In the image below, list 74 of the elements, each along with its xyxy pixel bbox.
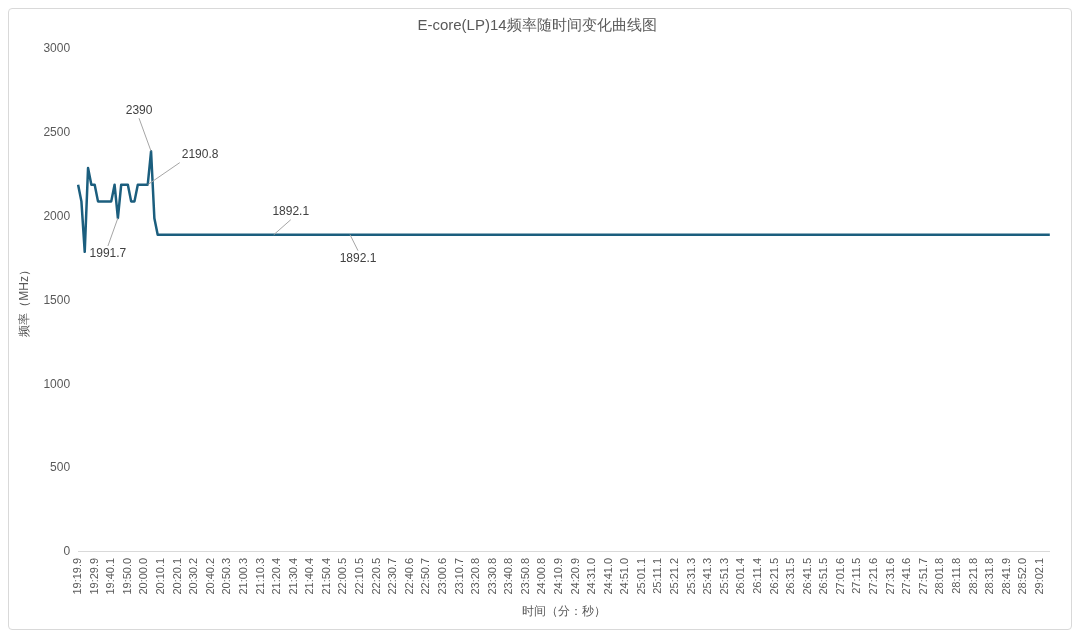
x-tick-label: 22:30.7	[386, 557, 399, 595]
x-tick-label: 21:00.3	[236, 557, 249, 595]
x-tick-label: 28:01.8	[933, 557, 946, 595]
x-tick-label: 27:21.6	[867, 557, 880, 595]
y-tick-label: 3000	[43, 41, 71, 56]
x-tick-label: 26:11.4	[750, 557, 763, 594]
x-tick-label: 20:20.1	[170, 557, 183, 595]
x-tick-label: 28:21.8	[966, 557, 979, 595]
x-tick-label: 20:50.3	[220, 557, 233, 595]
x-tick-label: 19:29.9	[87, 557, 100, 595]
y-tick-label: 2500	[43, 125, 71, 140]
x-axis-title: 时间（分：秒）	[521, 604, 606, 619]
x-tick-label: 23:30.8	[485, 557, 498, 595]
x-tick-label: 28:41.9	[999, 557, 1012, 595]
x-tick-label: 23:10.7	[452, 557, 465, 595]
data-label: 1991.7	[89, 246, 127, 261]
x-tick-label: 28:31.8	[983, 557, 996, 595]
x-tick-label: 24:10.9	[552, 557, 564, 595]
y-tick-label: 0	[63, 544, 71, 559]
x-tick-label: 22:50.7	[419, 557, 432, 595]
y-tick-label: 1500	[43, 292, 71, 307]
x-tick-label: 20:30.2	[187, 557, 200, 595]
x-tick-label: 25:01.1	[634, 557, 647, 595]
x-tick-label: 20:40.2	[203, 557, 216, 595]
x-tick-label: 21:10.3	[253, 557, 266, 595]
x-tick-label: 22:10.5	[353, 557, 366, 595]
data-label: 2190.8	[181, 146, 219, 161]
x-tick-label: 22:20.5	[369, 557, 382, 595]
x-tick-label: 23:40.8	[502, 557, 515, 595]
x-tick-label: 25:21.2	[668, 557, 681, 595]
x-tick-label: 27:51.7	[916, 557, 929, 595]
data-label: 1892.1	[339, 251, 377, 266]
x-tick-label: 19:50.0	[120, 557, 133, 595]
x-tick-label: 19:19.9	[71, 557, 84, 595]
y-tick-label: 2000	[43, 208, 71, 223]
x-tick-label: 23:50.8	[518, 557, 531, 595]
x-tick-label: 24:00.8	[535, 557, 548, 595]
x-tick-label: 26:21.5	[767, 557, 780, 595]
data-label: 1892.1	[272, 204, 310, 219]
x-tick-label: 21:30.4	[286, 557, 299, 595]
x-tick-label: 27:01.6	[833, 557, 846, 595]
x-tick-label: 20:00.0	[137, 557, 150, 595]
x-tick-label: 28:52.0	[1016, 557, 1029, 595]
x-tick-label: 24:20.9	[568, 557, 581, 595]
x-tick-label: 25:31.3	[684, 557, 697, 595]
x-tick-label: 27:11.5	[850, 557, 863, 594]
chart-title: E-core(LP)14频率随时间变化曲线图	[417, 16, 657, 34]
x-tick-label: 29:02.1	[1032, 557, 1045, 595]
x-tick-label: 21:50.4	[319, 557, 332, 595]
x-tick-label: 25:51.3	[717, 557, 730, 595]
x-tick-label: 24:51.0	[618, 557, 631, 595]
x-tick-label: 23:20.8	[469, 557, 482, 595]
x-tick-label: 21:40.4	[303, 557, 316, 595]
x-tick-label: 27:41.6	[900, 557, 913, 595]
y-tick-label: 500	[50, 460, 71, 475]
y-axis-title: 频率（MHz）	[16, 264, 31, 337]
y-tick-label: 1000	[43, 376, 71, 391]
x-tick-label: 24:41.0	[601, 557, 614, 595]
x-tick-label: 26:51.5	[817, 557, 830, 595]
x-tick-label: 28:11.8	[949, 557, 962, 594]
x-tick-label: 26:31.5	[784, 557, 797, 595]
x-tick-label: 27:31.6	[883, 557, 896, 595]
x-tick-label: 19:40.1	[104, 557, 117, 595]
x-tick-label: 26:41.5	[800, 557, 813, 595]
x-tick-label: 23:00.6	[435, 557, 448, 595]
x-tick-label: 22:00.5	[336, 557, 349, 595]
x-tick-label: 25:11.1	[651, 557, 664, 594]
x-tick-label: 25:41.3	[701, 557, 714, 595]
x-tick-label: 22:40.6	[402, 557, 415, 595]
x-tick-label: 26:01.4	[734, 557, 747, 595]
x-tick-label: 21:20.4	[270, 557, 283, 595]
x-tick-label: 20:10.1	[154, 557, 167, 595]
x-tick-label: 24:31.0	[585, 557, 598, 595]
data-label: 2390	[125, 102, 153, 117]
